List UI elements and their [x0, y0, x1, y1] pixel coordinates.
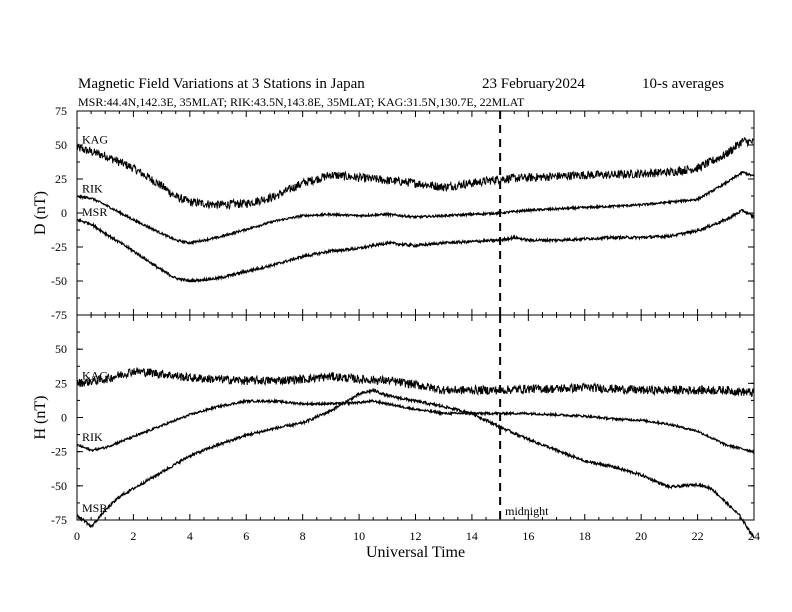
y-tick-label: 50: [55, 138, 67, 152]
x-tick-label: 6: [243, 529, 249, 543]
series-line-msr: [77, 208, 755, 283]
series-line-rik: [77, 170, 755, 246]
series-label-msr: MSR: [82, 501, 107, 515]
x-tick-label: 22: [692, 529, 704, 543]
y-axis-label: D (nT): [32, 191, 49, 235]
x-tick-label: 16: [522, 529, 534, 543]
y-tick-label: -75: [51, 513, 67, 527]
x-tick-label: 2: [130, 529, 136, 543]
x-tick-label: 4: [187, 529, 193, 543]
y-tick-label: 75: [55, 104, 67, 118]
series-label-kag: KAG: [82, 133, 108, 147]
y-tick-label: -50: [51, 274, 67, 288]
stations-info: MSR:44.4N,142.3E, 35MLAT; RIK:43.5N,143.…: [78, 95, 525, 109]
y-tick-label: -75: [51, 308, 67, 322]
x-tick-label: 0: [74, 529, 80, 543]
y-tick-label: 0: [61, 206, 67, 220]
midnight-label: midnight: [505, 504, 549, 518]
x-tick-label: 12: [410, 529, 422, 543]
d-component-panel: 75 50 25 0 -25 -50 -75 D (nT) KAG RIK MSR: [32, 104, 755, 322]
x-axis-label: Universal Time: [366, 544, 465, 561]
series-line-kag: [77, 136, 754, 211]
x-tick-label: 10: [353, 529, 365, 543]
y-axis-label: H (nT): [32, 396, 49, 440]
series-line-kag: [77, 367, 755, 397]
series-line-rik: [77, 397, 755, 454]
series-label-rik: RIK: [82, 430, 103, 444]
chart-title: Magnetic Field Variations at 3 Stations …: [78, 76, 365, 92]
x-tick-label: 18: [579, 529, 591, 543]
series-line-msr: [77, 387, 755, 539]
y-tick-label: -25: [51, 240, 67, 254]
series-label-msr: MSR: [82, 205, 107, 219]
y-tick-label: 0: [61, 411, 67, 425]
y-tick-label: 25: [55, 172, 67, 186]
x-tick-label: 14: [466, 529, 478, 543]
y-tick-label: 25: [55, 376, 67, 390]
y-tick-label: -25: [51, 445, 67, 459]
plot-frame: [76, 314, 755, 521]
y-tick-label: 50: [55, 342, 67, 356]
x-tick-label: 8: [300, 529, 306, 543]
x-tick-label: 20: [635, 529, 647, 543]
plot-frame: [76, 110, 755, 316]
chart-date: 23 February2024: [482, 76, 585, 92]
series-label-rik: RIK: [82, 182, 103, 196]
chart-averaging: 10-s averages: [642, 76, 724, 92]
series-label-kag: KAG: [82, 368, 108, 382]
y-tick-label: -50: [51, 479, 67, 493]
